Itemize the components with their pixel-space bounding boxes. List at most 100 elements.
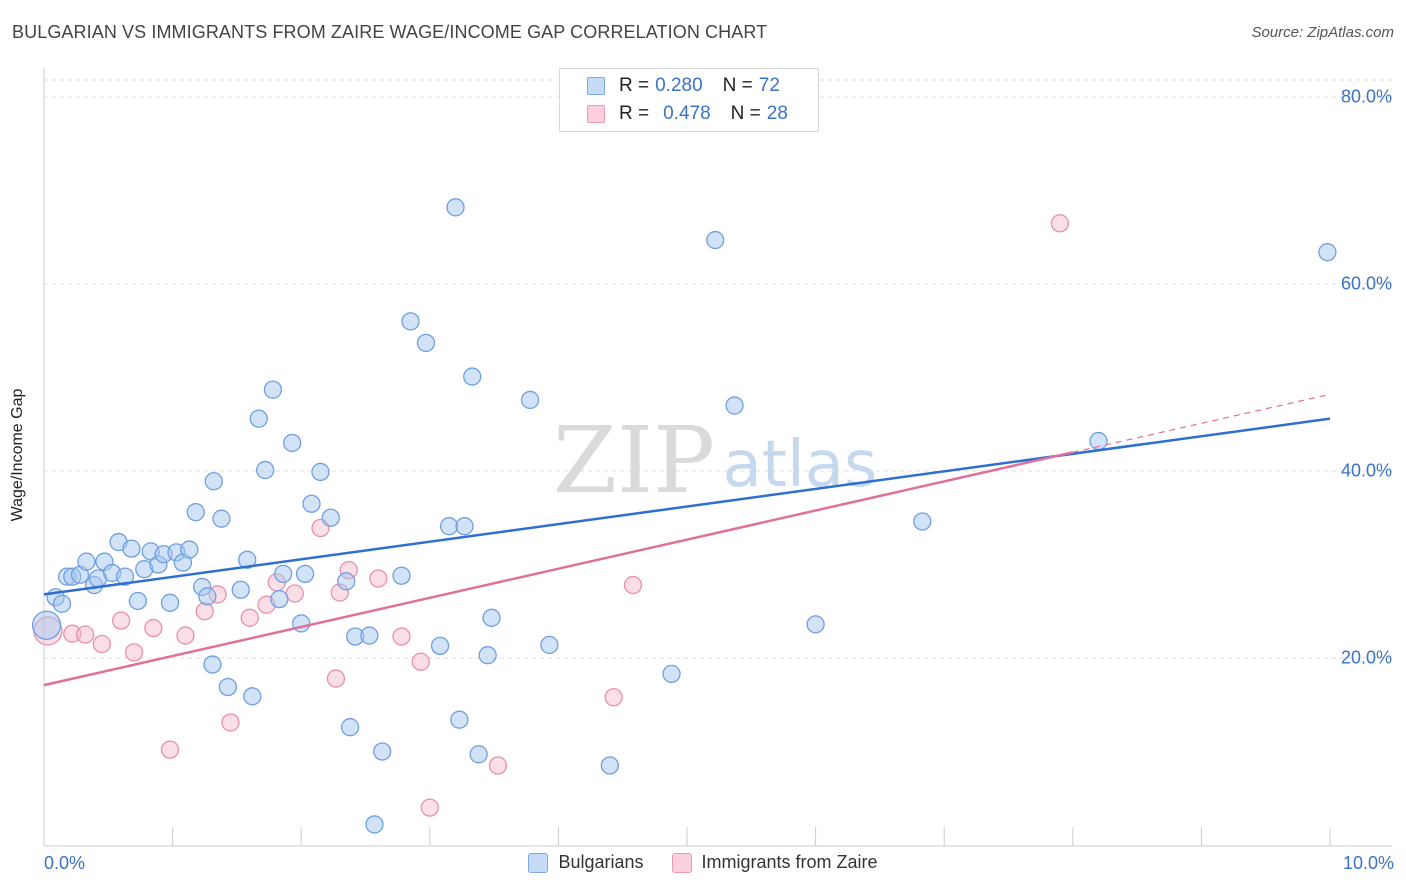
data-point-bulgarians xyxy=(520,390,540,410)
data-point-zaire xyxy=(195,602,214,621)
correlation-legend: R = 0.280 N = 72 R = 0.478 N = 28 xyxy=(559,68,819,132)
data-point-bulgarians xyxy=(913,512,932,531)
data-point-bulgarians xyxy=(478,646,497,665)
data-point-bulgarians xyxy=(270,589,289,609)
data-point-bulgarians xyxy=(198,587,217,606)
data-point-bulgarians xyxy=(662,664,681,684)
data-point-bulgarians xyxy=(446,198,465,217)
legend-item-bulgarians[interactable]: Bulgarians xyxy=(528,852,644,873)
watermark: ZIP atlas xyxy=(553,407,877,514)
data-point-bulgarians xyxy=(52,594,72,613)
legend-swatch-zaire xyxy=(671,852,692,873)
data-point-bulgarians xyxy=(160,593,180,612)
chart-title: BULGARIAN VS IMMIGRANTS FROM ZAIRE WAGE/… xyxy=(12,22,768,42)
legend-n-value: 28 xyxy=(766,103,788,124)
data-point-bulgarians xyxy=(204,472,223,491)
legend-label-bulgarians: Bulgarians xyxy=(558,852,644,872)
data-point-bulgarians xyxy=(392,566,411,585)
data-point-bulgarians xyxy=(340,718,360,737)
legend-r-label: R = xyxy=(619,103,650,124)
data-point-bulgarians xyxy=(365,815,384,834)
data-point-bulgarians xyxy=(600,756,619,775)
data-point-zaire xyxy=(76,625,95,644)
legend-n-label: N = xyxy=(722,75,753,96)
data-point-bulgarians xyxy=(122,539,141,558)
data-point-bulgarians xyxy=(128,591,148,611)
data-point-bulgarians xyxy=(360,626,379,645)
data-point-zaire xyxy=(326,669,346,688)
data-point-bulgarians xyxy=(469,745,488,764)
y-tick-label: 40.0% xyxy=(1340,460,1392,481)
data-point-bulgarians xyxy=(203,655,222,674)
data-point-bulgarians xyxy=(1318,243,1337,262)
legend-r-value: 0.280 xyxy=(655,75,703,96)
legend-swatch-blue xyxy=(587,77,605,95)
legend-item-zaire[interactable]: Immigrants from Zaire xyxy=(671,852,878,873)
data-point-zaire xyxy=(488,756,508,775)
data-point-zaire xyxy=(369,569,388,588)
x-tick-label-max: 10.0% xyxy=(1342,853,1394,873)
data-point-zaire xyxy=(124,643,144,662)
data-point-bulgarians xyxy=(806,615,825,634)
data-point-bulgarians xyxy=(373,742,392,761)
series-bulgarians xyxy=(31,198,1337,834)
data-point-bulgarians xyxy=(540,635,559,655)
data-point-bulgarians xyxy=(256,460,275,480)
data-point-bulgarians xyxy=(212,509,231,528)
data-point-bulgarians xyxy=(321,508,340,527)
data-point-bulgarians xyxy=(430,636,450,655)
data-point-zaire xyxy=(392,627,411,646)
data-point-zaire xyxy=(92,634,112,654)
data-point-zaire xyxy=(144,618,163,638)
data-point-bulgarians xyxy=(274,564,293,583)
data-point-bulgarians xyxy=(725,396,744,415)
data-point-zaire xyxy=(160,740,180,759)
watermark-atlas: atlas xyxy=(723,428,878,502)
data-point-bulgarians xyxy=(180,540,199,559)
data-point-bulgarians xyxy=(249,409,268,428)
data-point-bulgarians xyxy=(243,687,262,706)
legend-n-value: 72 xyxy=(758,75,780,96)
data-point-zaire xyxy=(623,575,643,595)
data-point-bulgarians xyxy=(295,564,315,583)
data-point-zaire xyxy=(221,713,240,732)
data-point-bulgarians xyxy=(455,517,474,536)
data-point-bulgarians xyxy=(115,567,135,586)
trend-lines xyxy=(43,393,1331,687)
trend-line-zaire xyxy=(43,451,1074,687)
legend-label-zaire: Immigrants from Zaire xyxy=(701,852,878,872)
data-point-bulgarians xyxy=(186,502,205,522)
legend-swatch-bulgarians xyxy=(528,852,549,873)
data-point-bulgarians xyxy=(283,433,302,453)
data-point-zaire xyxy=(240,608,259,627)
y-tick-label: 80.0% xyxy=(1340,86,1392,107)
data-point-bulgarians xyxy=(231,580,250,599)
data-point-zaire xyxy=(112,611,131,630)
legend-r-value: 0.478 xyxy=(663,103,711,124)
axes xyxy=(43,68,1392,847)
data-point-zaire xyxy=(420,798,439,817)
grid-lines xyxy=(44,79,1392,659)
trend-line-bulgarians xyxy=(43,417,1331,596)
data-point-bulgarians xyxy=(706,230,725,250)
data-point-bulgarians xyxy=(463,367,482,386)
y-tick-label: 20.0% xyxy=(1340,647,1392,668)
legend-n-label: N = xyxy=(730,103,761,124)
data-point-bulgarians xyxy=(238,550,257,569)
data-point-bulgarians xyxy=(31,610,62,640)
legend-row-zaire: R = 0.478 N = 28 xyxy=(587,102,788,126)
data-point-zaire xyxy=(285,584,304,603)
legend-row-bulgarians: R = 0.280 N = 72 xyxy=(587,74,780,98)
legend-swatch-pink xyxy=(587,105,605,123)
data-point-bulgarians xyxy=(302,494,321,513)
data-point-zaire xyxy=(1050,214,1070,233)
data-point-zaire xyxy=(411,652,430,671)
watermark-zip: ZIP xyxy=(553,407,715,514)
series-legend: Bulgarians Immigrants from Zaire xyxy=(0,852,1406,873)
data-point-bulgarians xyxy=(450,710,469,729)
data-point-zaire xyxy=(176,626,195,645)
data-point-bulgarians xyxy=(482,608,501,627)
chart-source: Source: ZipAtlas.com xyxy=(1251,24,1394,41)
data-point-bulgarians xyxy=(263,380,283,399)
